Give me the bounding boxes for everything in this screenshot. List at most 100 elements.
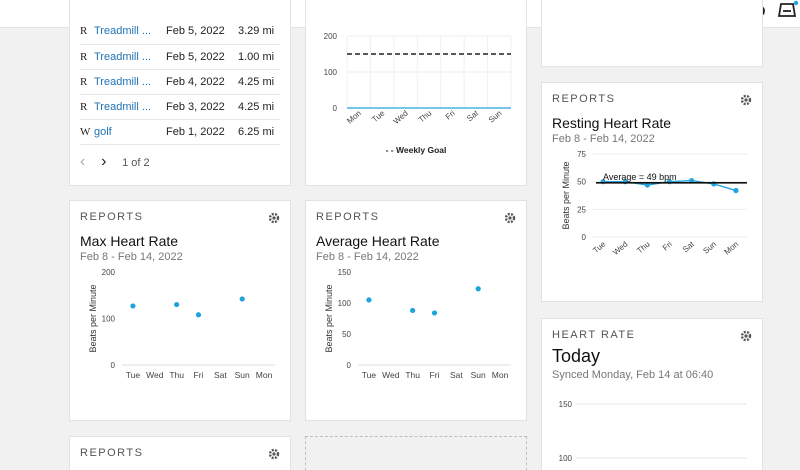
x-tick-label: Mon xyxy=(345,109,363,126)
activity-link[interactable]: Treadmill ... xyxy=(94,75,152,88)
gear-icon[interactable] xyxy=(268,211,280,224)
x-tick-label: Wed xyxy=(382,370,400,380)
x-tick-label: Mon xyxy=(723,240,741,257)
gear-icon[interactable] xyxy=(740,93,752,106)
x-tick-label: Fri xyxy=(444,108,457,121)
x-tick-label: Thu xyxy=(405,370,420,380)
y-tick-label: 100 xyxy=(338,299,352,308)
weekly-goal-chart: 200 100 0 Mon Tue Wed Thu Fri Sat Sun - - Weekly G… xyxy=(324,32,512,155)
summary-card xyxy=(541,0,763,67)
activity-link[interactable]: golf xyxy=(94,125,112,138)
activities-table: R Treadmill ... Feb 5, 2022 3.29 mi R Treadmi… xyxy=(80,19,280,145)
x-tick-label: Fri xyxy=(194,370,204,380)
x-tick-label: Fri xyxy=(661,239,674,252)
max-heart-rate-chart: 200 100 0 Tue Wed Thu Fri Sat Sun Mon Beats per Mi… xyxy=(88,268,275,380)
y-tick-label: 0 xyxy=(347,361,352,370)
gear-icon[interactable] xyxy=(268,447,280,460)
average-heart-rate-chart: 150 100 50 0 Tue Wed Thu Fri Sat Sun Mon Beats per … xyxy=(324,268,511,380)
card-header: HEART RATE xyxy=(552,329,636,341)
page-indicator: 1 of 2 xyxy=(122,157,150,169)
activity-type-icon: R xyxy=(80,19,94,45)
weekly-goal-card: 200 100 0 Mon Tue Wed Thu Fri Sat Sun - - Weekly G… xyxy=(305,0,527,186)
activities-card: R Treadmill ... Feb 5, 2022 3.29 mi R Treadmi… xyxy=(69,0,291,186)
y-tick-label: 25 xyxy=(577,205,586,214)
x-tick-label: Sat xyxy=(465,108,481,123)
x-tick-label: Fri xyxy=(430,370,440,380)
next-page-button[interactable]: › xyxy=(101,153,107,170)
table-row[interactable]: R Treadmill ... Feb 4, 2022 4.25 mi xyxy=(80,69,280,95)
activity-type-icon: R xyxy=(80,69,94,95)
x-tick-label: Tue xyxy=(591,239,608,255)
x-tick-label: Sat xyxy=(681,239,697,254)
data-point xyxy=(431,310,438,316)
max-heart-rate-card: REPORTS Max Heart Rate Feb 8 - Feb 14, 2… xyxy=(69,200,291,421)
table-row[interactable]: R Treadmill ... Feb 3, 2022 4.25 mi xyxy=(80,94,280,120)
activity-distance: 4.25 mi xyxy=(238,94,280,120)
data-point xyxy=(644,182,650,188)
y-tick-label: 200 xyxy=(102,268,116,277)
activity-distance: 1.00 mi xyxy=(238,44,280,70)
gear-icon[interactable] xyxy=(740,329,752,342)
x-tick-label: Sat xyxy=(214,370,227,380)
x-tick-label: Sun xyxy=(471,370,486,380)
card-title: Average Heart Rate xyxy=(316,233,440,249)
device-sync-icon[interactable] xyxy=(776,0,799,20)
x-tick-label: Thu xyxy=(169,370,184,380)
x-tick-label: Sun xyxy=(235,370,250,380)
data-point xyxy=(130,303,136,309)
x-tick-label: Sat xyxy=(450,370,463,380)
activity-type-icon: W xyxy=(80,119,94,145)
resting-heart-rate-card: REPORTS Resting Heart Rate Feb 8 - Feb 1… xyxy=(541,82,763,302)
table-row[interactable]: R Treadmill ... Feb 5, 2022 3.29 mi xyxy=(80,19,280,45)
prev-page-button[interactable]: ‹ xyxy=(80,153,86,170)
card-header: REPORTS xyxy=(316,211,380,223)
card-title: Resting Heart Rate xyxy=(552,115,672,131)
y-axis-label: Beats per Minute xyxy=(561,161,571,229)
y-tick-label: 0 xyxy=(582,233,587,242)
y-tick-label: 75 xyxy=(577,150,586,159)
y-tick-label: 100 xyxy=(559,454,573,463)
x-tick-label: Wed xyxy=(146,370,164,380)
x-tick-label: Mon xyxy=(256,370,273,380)
y-tick-label: 0 xyxy=(333,104,338,113)
card-subtitle: Feb 8 - Feb 14, 2022 xyxy=(80,251,183,263)
activity-date: Feb 1, 2022 xyxy=(166,119,238,145)
resting-heart-rate-chart: 75 50 25 0 Tue Wed Thu Fri Sat Sun Mon Average = 49… xyxy=(561,150,747,257)
y-tick-label: 50 xyxy=(342,330,351,339)
x-tick-label: Tue xyxy=(370,108,387,124)
card-title: Max Heart Rate xyxy=(80,233,179,249)
x-tick-label: Mon xyxy=(492,370,509,380)
data-point xyxy=(366,297,372,303)
activity-date: Feb 5, 2022 xyxy=(166,44,238,70)
card-header: REPORTS xyxy=(552,93,616,105)
pagination: ‹ › 1 of 2 xyxy=(80,153,150,171)
activity-type-icon: R xyxy=(80,44,94,70)
data-point xyxy=(733,187,739,194)
y-tick-label: 100 xyxy=(102,315,116,324)
activity-link[interactable]: Treadmill ... xyxy=(94,25,152,38)
heart-rate-today-chart: 150 100 xyxy=(559,400,747,463)
table-row[interactable]: R Treadmill ... Feb 5, 2022 1.00 mi xyxy=(80,44,280,70)
x-tick-label: Tue xyxy=(362,370,377,380)
gear-icon[interactable] xyxy=(504,211,516,224)
x-tick-label: Thu xyxy=(635,240,651,256)
heart-rate-today-card: HEART RATE Today Synced Monday, Feb 14 a… xyxy=(541,318,763,470)
card-subtitle: Feb 8 - Feb 14, 2022 xyxy=(316,251,419,263)
activity-link[interactable]: Treadmill ... xyxy=(94,100,152,113)
y-tick-label: 100 xyxy=(324,68,338,77)
activity-date: Feb 5, 2022 xyxy=(166,19,238,45)
reports-card: REPORTS xyxy=(69,436,291,470)
activity-link[interactable]: Treadmill ... xyxy=(94,50,152,63)
card-subtitle: Synced Monday, Feb 14 at 06:40 xyxy=(552,369,714,381)
x-tick-label: Sun xyxy=(487,109,504,125)
y-tick-label: 200 xyxy=(324,32,338,41)
activity-distance: 3.29 mi xyxy=(238,19,280,45)
data-point xyxy=(689,177,695,184)
x-tick-label: Thu xyxy=(417,109,433,125)
activity-date: Feb 3, 2022 xyxy=(166,94,238,120)
average-heart-rate-card: REPORTS Average Heart Rate Feb 8 - Feb 1… xyxy=(305,200,527,421)
activity-date: Feb 4, 2022 xyxy=(166,69,238,95)
x-tick-label: Tue xyxy=(126,370,141,380)
add-widget-placeholder[interactable] xyxy=(305,436,527,470)
